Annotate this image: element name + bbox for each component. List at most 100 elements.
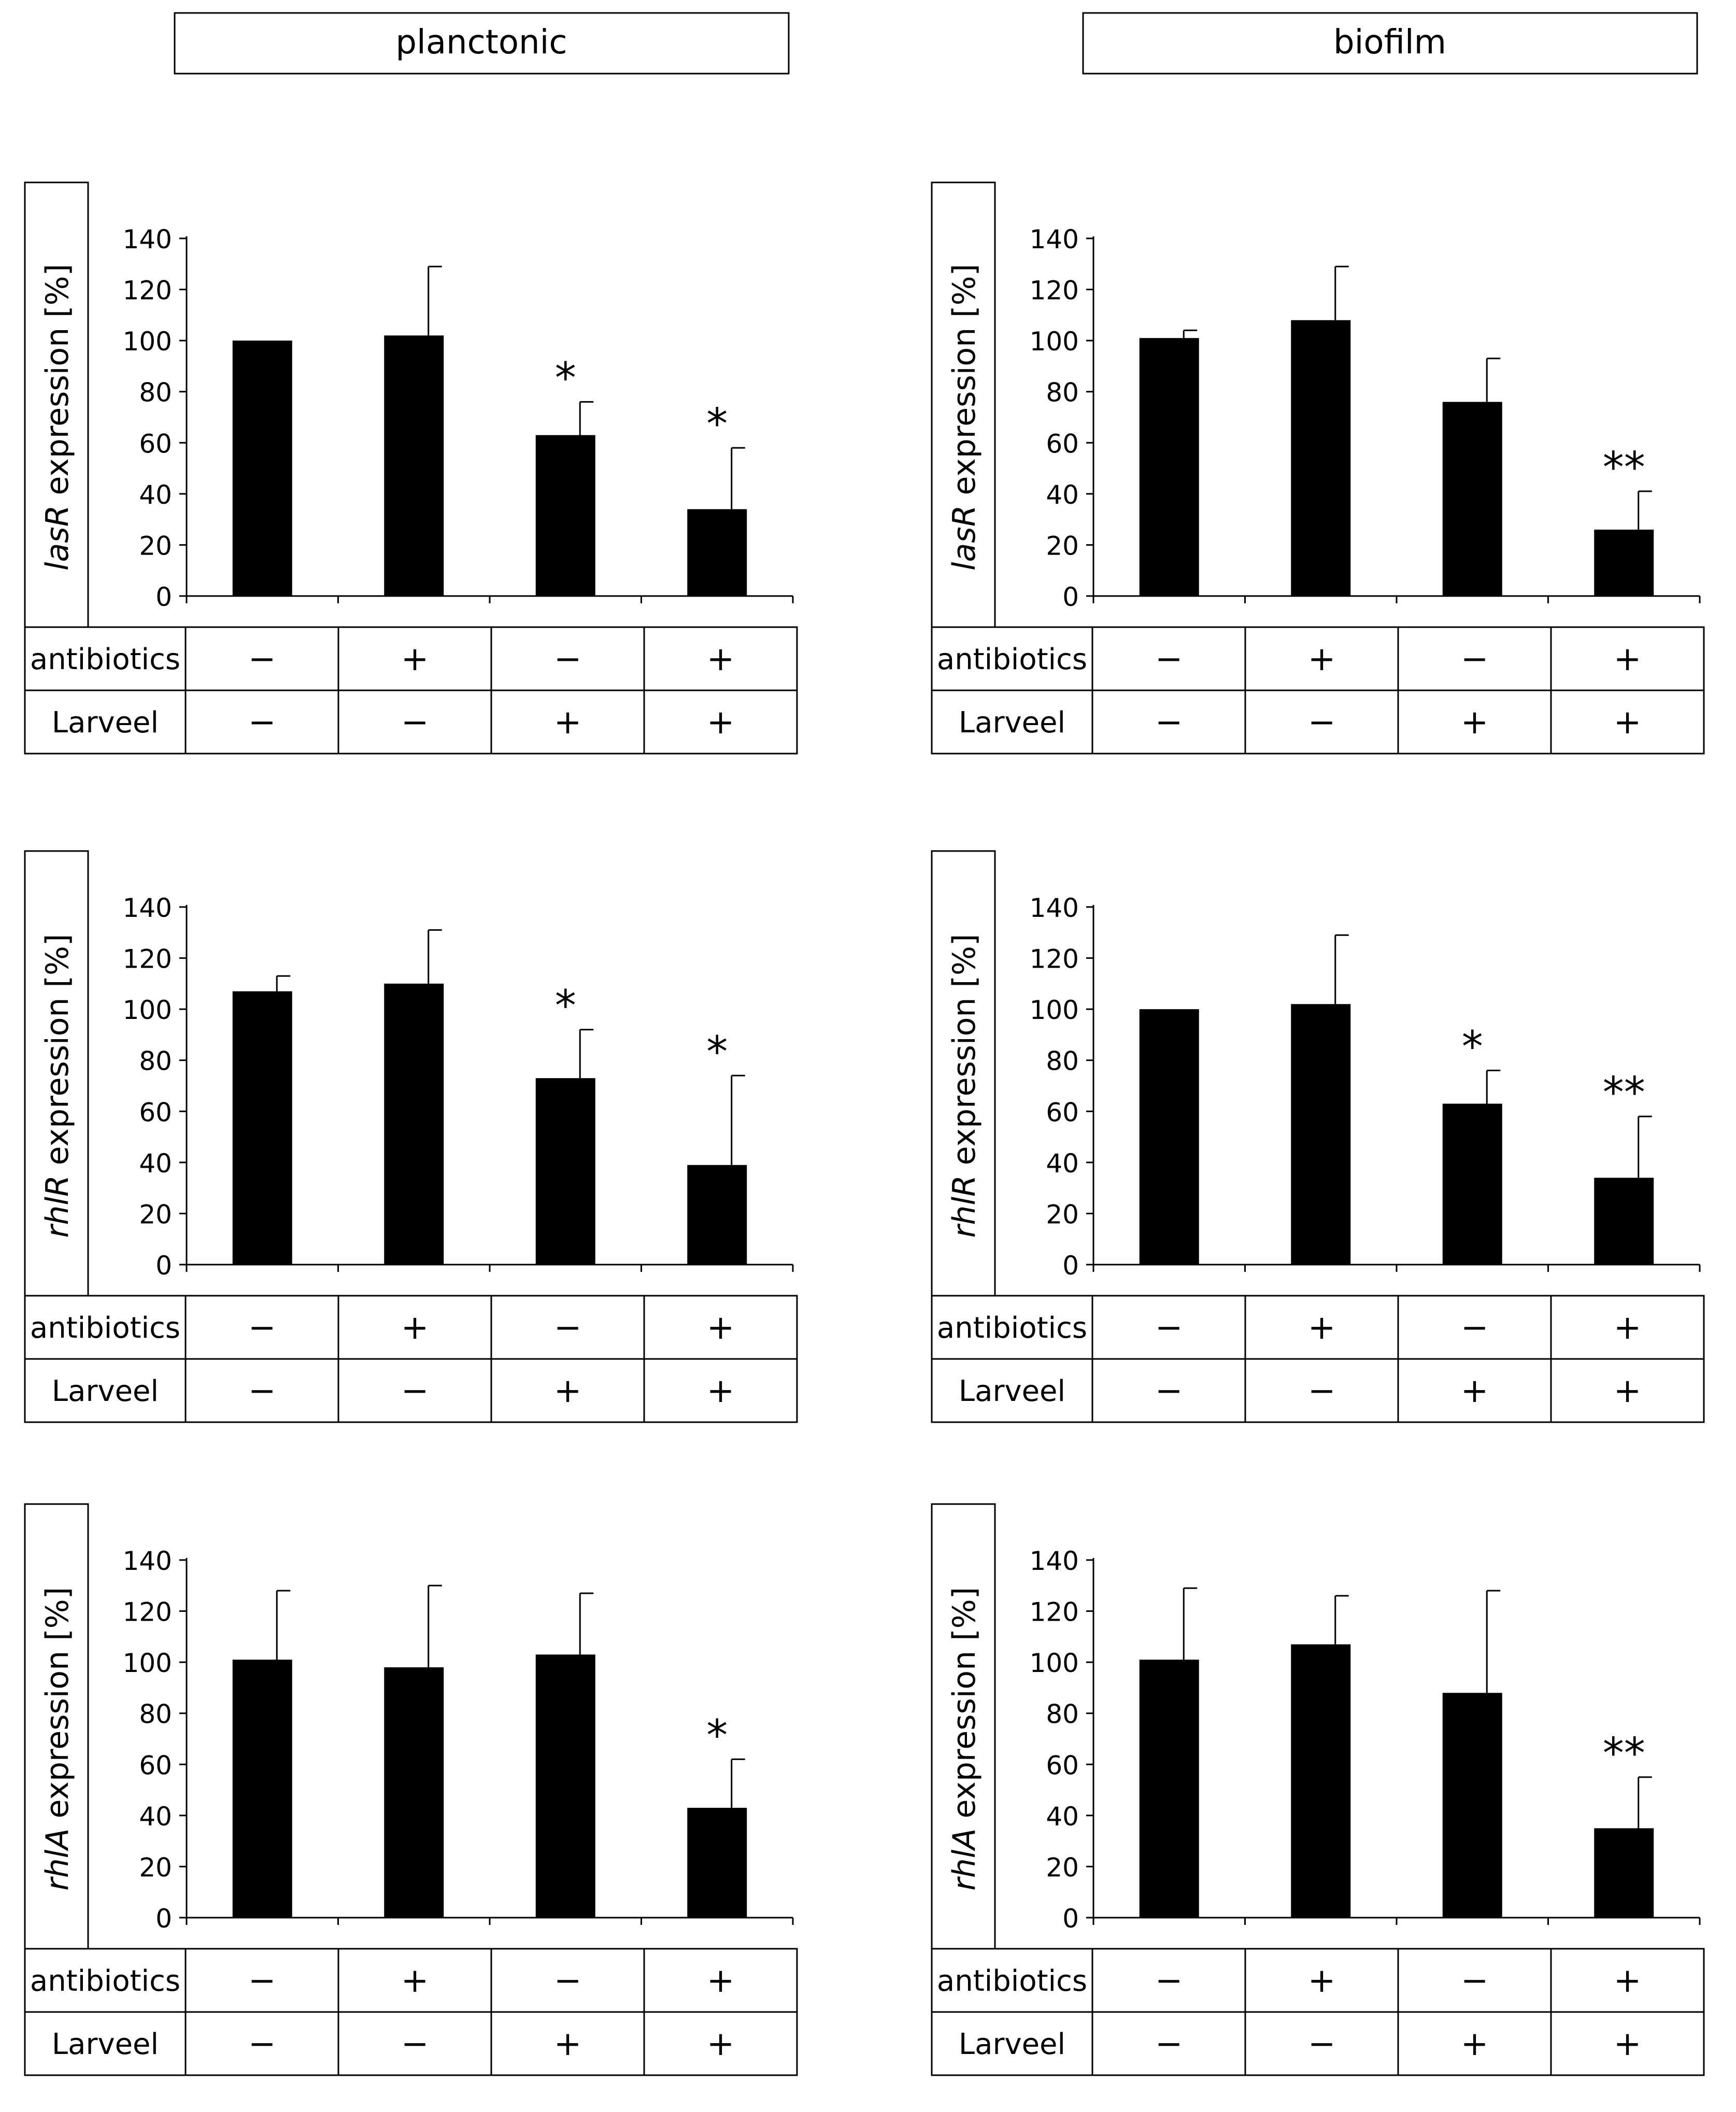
table-antibiotics-label: antibiotics — [937, 1311, 1087, 1345]
table-larveel-value: − — [401, 1372, 429, 1410]
y-tick-label: 40 — [139, 1149, 172, 1179]
table-larveel-value: + — [1614, 2025, 1642, 2063]
y-tick-label: 140 — [123, 893, 172, 923]
table-antibiotics-cell — [1091, 1295, 1246, 1360]
column-header-biofilm: biofilm — [1082, 12, 1698, 75]
table-larveel-label: Larveel — [52, 1374, 159, 1408]
condition-table: antibiotics − + − + Larveel − − + + — [931, 1295, 1705, 1423]
table-larveel-value: + — [707, 1372, 735, 1410]
bar-2 — [1291, 1004, 1351, 1265]
table-antibiotics-value: − — [1155, 640, 1183, 678]
bar-4 — [1594, 1828, 1654, 1918]
table-larveel-value: + — [554, 1372, 582, 1410]
table-larveel-value: + — [1461, 703, 1489, 742]
table-antibiotics-value: − — [248, 640, 276, 678]
y-axis-label: lasR expression [%] — [946, 264, 983, 571]
table-larveel-value: − — [1308, 1372, 1336, 1410]
table-antibiotics-cell — [1550, 626, 1705, 691]
table-antibiotics-value: − — [554, 1962, 582, 2000]
y-axis-label-gene: lasR — [39, 505, 76, 571]
y-tick-label: 100 — [123, 327, 172, 357]
y-axis-label-gene: rhlR — [946, 1175, 983, 1238]
table-larveel-value: − — [248, 2025, 276, 2063]
table-larveel-cell — [337, 1358, 492, 1423]
table-antibiotics-label-cell — [931, 1295, 1093, 1360]
chart-rhlA-planktonic: rhlA expression [%] 0 20 40 60 80 100 120 140 * an… — [24, 1503, 798, 2076]
condition-table: antibiotics − + − + Larveel − − + + — [24, 626, 798, 755]
y-axis-label-suffix: expression [%] — [39, 934, 76, 1175]
table-larveel-cell — [1244, 2011, 1399, 2076]
table-antibiotics-cell — [1244, 1948, 1399, 2013]
table-antibiotics-value: + — [707, 1309, 735, 1347]
table-larveel-label: Larveel — [52, 706, 159, 740]
table-antibiotics-value: + — [707, 640, 735, 678]
table-larveel-value: + — [554, 2025, 582, 2063]
bar-4 — [687, 1165, 747, 1265]
table-antibiotics-cell — [1550, 1948, 1705, 2013]
table-larveel-label-cell — [24, 2011, 187, 2076]
table-larveel-value: + — [1461, 1372, 1489, 1410]
significance-mark-3: * — [555, 353, 576, 403]
table-antibiotics-value: − — [1461, 1309, 1489, 1347]
y-tick-label: 40 — [1046, 1149, 1079, 1179]
table-larveel-value: − — [1155, 703, 1183, 742]
y-axis-label-suffix: expression [%] — [946, 1587, 983, 1828]
bar-3 — [1442, 1693, 1502, 1918]
bar-4 — [687, 1808, 747, 1918]
y-axis-label: rhlA expression [%] — [946, 1587, 983, 1891]
table-larveel-value: + — [554, 703, 582, 742]
y-tick-label: 0 — [155, 582, 172, 612]
significance-mark-3: * — [555, 982, 576, 1031]
table-larveel-value: − — [401, 703, 429, 742]
table-larveel-label: Larveel — [52, 2028, 159, 2061]
chart-lasR-biofilm: lasR expression [%] 0 20 40 60 80 100 120 140 ** a… — [931, 181, 1705, 755]
y-tick-label: 80 — [1046, 378, 1079, 408]
y-tick-label: 100 — [1030, 327, 1079, 357]
table-antibiotics-cell — [337, 1948, 492, 2013]
table-larveel-value: + — [1614, 1372, 1642, 1410]
table-antibiotics-value: − — [554, 1309, 582, 1347]
table-antibiotics-cell — [1397, 626, 1552, 691]
y-tick-label: 60 — [139, 429, 172, 459]
y-axis-label-gene: rhlA — [946, 1828, 983, 1891]
y-tick-label: 80 — [139, 1046, 172, 1076]
column-header-planktonic-label: planctonic — [395, 23, 567, 62]
bar-3 — [535, 1654, 595, 1918]
y-tick-label: 40 — [1046, 1802, 1079, 1832]
y-axis-label-box — [931, 850, 996, 1298]
table-antibiotics-cell — [643, 1948, 798, 2013]
table-antibiotics-value: − — [554, 640, 582, 678]
column-header-planktonic-box — [174, 12, 790, 75]
bar-1 — [232, 1660, 292, 1918]
y-tick-label: 120 — [123, 276, 172, 306]
chart-lasR-planktonic: lasR expression [%] 0 20 40 60 80 100 120 140 * * a… — [24, 181, 798, 755]
table-larveel-label-cell — [24, 689, 187, 755]
table-larveel-value: + — [707, 2025, 735, 2063]
y-axis-label: lasR expression [%] — [39, 264, 76, 571]
table-antibiotics-cell — [1244, 626, 1399, 691]
y-tick-label: 120 — [1030, 276, 1079, 306]
y-tick-label: 40 — [1046, 480, 1079, 510]
table-larveel-cell — [184, 689, 339, 755]
y-tick-label: 100 — [123, 1648, 172, 1678]
table-larveel-value: + — [1614, 703, 1642, 742]
y-tick-label: 120 — [1030, 1597, 1079, 1627]
significance-mark-4: ** — [1603, 1068, 1645, 1117]
y-tick-label: 0 — [1062, 1904, 1079, 1934]
y-tick-label: 40 — [139, 480, 172, 510]
table-antibiotics-value: − — [248, 1309, 276, 1347]
y-axis-label-gene: rhlA — [39, 1828, 76, 1891]
y-axis-label-box — [24, 850, 89, 1298]
y-tick-label: 60 — [139, 1750, 172, 1780]
table-antibiotics-value: − — [248, 1962, 276, 2000]
y-axis-label-box — [24, 181, 89, 629]
table-antibiotics-cell — [184, 1295, 339, 1360]
bar-4 — [1594, 1178, 1654, 1265]
y-tick-label: 80 — [1046, 1699, 1079, 1730]
table-larveel-label: Larveel — [959, 2028, 1065, 2061]
table-antibiotics-cell — [184, 626, 339, 691]
significance-mark-4: * — [706, 1027, 728, 1076]
y-tick-label: 60 — [1046, 429, 1079, 459]
bar-1 — [1139, 1660, 1199, 1918]
y-tick-label: 140 — [1030, 224, 1079, 254]
